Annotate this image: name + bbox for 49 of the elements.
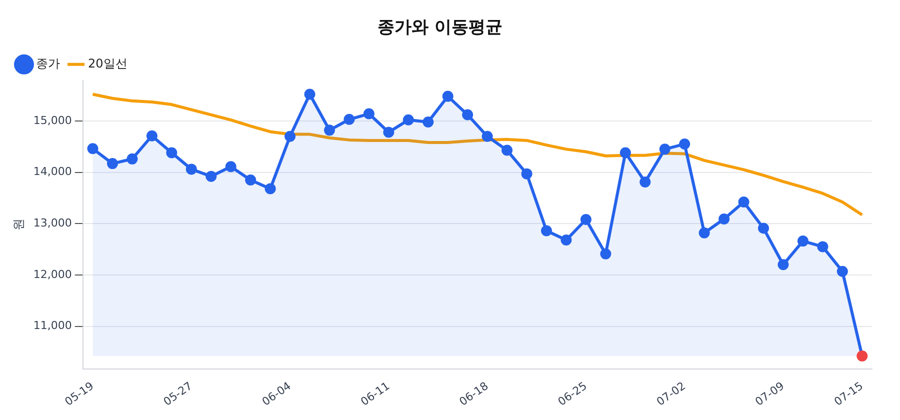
point	[462, 109, 474, 120]
point	[324, 124, 335, 136]
point	[640, 176, 651, 188]
point	[817, 241, 828, 252]
y-tick-label: 13,000	[33, 216, 72, 230]
point	[383, 126, 394, 138]
point	[502, 144, 513, 156]
point	[797, 236, 808, 247]
point	[363, 108, 374, 120]
point	[245, 174, 256, 186]
point	[718, 213, 730, 224]
point	[264, 183, 276, 194]
point	[146, 130, 158, 142]
legend-label: 종가	[36, 56, 60, 71]
point	[659, 144, 670, 155]
y-tick-label: 11,000	[33, 319, 72, 332]
point	[106, 158, 118, 170]
point	[580, 214, 592, 225]
point	[344, 114, 355, 125]
point	[402, 114, 414, 126]
point	[600, 248, 612, 260]
point	[758, 222, 769, 234]
point	[679, 138, 690, 150]
point	[422, 116, 434, 128]
y-axis-title: 원	[11, 218, 26, 231]
point	[560, 234, 572, 246]
point	[521, 168, 532, 180]
point	[836, 266, 848, 277]
point	[304, 88, 316, 100]
point	[186, 164, 197, 175]
y-tick-label: 15,000	[33, 114, 72, 127]
point	[225, 161, 236, 172]
point	[738, 196, 750, 208]
y-tick-label: 14,000	[33, 165, 72, 178]
point	[778, 259, 789, 270]
point	[856, 350, 868, 362]
point	[540, 225, 552, 236]
point	[87, 143, 98, 154]
point	[482, 130, 493, 142]
y-tick-label: 12,000	[33, 268, 72, 281]
point	[206, 170, 217, 182]
point	[620, 147, 631, 158]
point	[166, 147, 178, 158]
point	[698, 227, 710, 238]
point	[284, 130, 296, 142]
chart-title: 종가와 이동평균	[378, 18, 502, 38]
point	[126, 153, 138, 164]
point	[442, 90, 454, 102]
legend-label: 20일선	[88, 56, 128, 71]
